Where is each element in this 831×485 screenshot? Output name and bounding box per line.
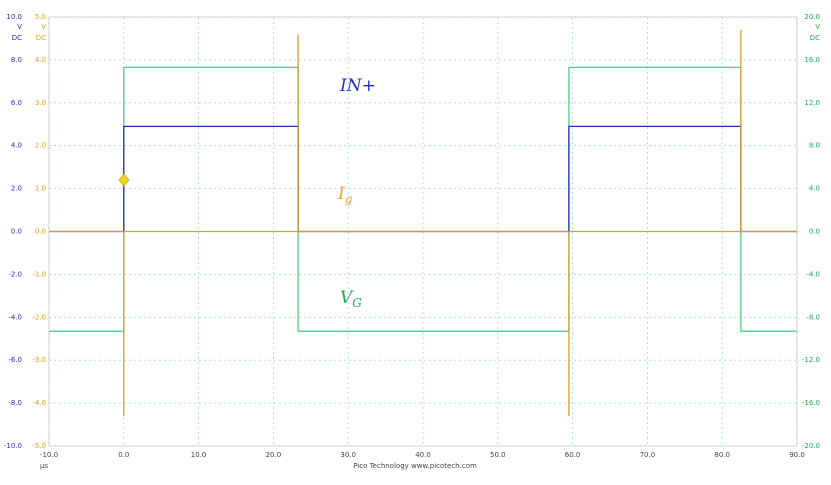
axis-unit: DC	[810, 34, 820, 42]
axis-unit: V	[41, 23, 46, 31]
annotation-sub: G	[352, 296, 362, 310]
y-tick-label: 10.0	[6, 13, 22, 21]
series-line	[49, 29, 797, 416]
annotation-text: I	[337, 184, 345, 204]
y3-tick-label: -4.0	[32, 399, 46, 407]
x-tick-label: 90.0	[789, 451, 805, 459]
y-tick-label: 2.0	[11, 185, 22, 193]
y2-tick-label: 16.0	[804, 56, 820, 64]
annotation: Ig	[337, 184, 353, 206]
x-tick-label: 30.0	[340, 451, 356, 459]
y2-tick-label: -20.0	[802, 442, 820, 450]
x-tick-label: 20.0	[266, 451, 282, 459]
y2-tick-label: -12.0	[802, 356, 820, 364]
x-tick-label: 80.0	[714, 451, 730, 459]
y3-tick-label: 4.0	[35, 56, 46, 64]
x-tick-label: 70.0	[640, 451, 656, 459]
series-line	[49, 66, 797, 332]
x-unit: µs	[40, 462, 48, 470]
axis-unit: V	[17, 23, 22, 31]
y2-tick-label: 0.0	[809, 228, 820, 236]
y3-tick-label: 0.0	[35, 228, 46, 236]
y-tick-label: 6.0	[11, 99, 22, 107]
y-tick-label: -10.0	[4, 442, 22, 450]
y2-tick-label: -8.0	[806, 313, 820, 321]
axis-unit: DC	[12, 34, 22, 42]
annotation: VG	[340, 288, 362, 310]
y3-tick-label: -2.0	[32, 313, 46, 321]
x-tick-label: 0.0	[118, 451, 129, 459]
y3-tick-label: 3.0	[35, 99, 46, 107]
x-tick-label: 40.0	[415, 451, 431, 459]
annotation-text: V	[340, 288, 354, 308]
x-tick-label: 50.0	[490, 451, 506, 459]
y-tick-label: -2.0	[8, 270, 22, 278]
annotation: IN+	[339, 76, 376, 96]
y3-tick-label: 2.0	[35, 142, 46, 150]
y2-tick-label: 12.0	[804, 99, 820, 107]
x-tick-label: 60.0	[565, 451, 581, 459]
y-tick-label: -8.0	[8, 399, 22, 407]
trigger-marker	[118, 173, 130, 187]
y-tick-label: 0.0	[11, 228, 22, 236]
y3-tick-label: -5.0	[32, 442, 46, 450]
y2-tick-label: 4.0	[809, 185, 820, 193]
x-tick-label: -10.0	[40, 451, 58, 459]
y3-tick-label: 5.0	[35, 13, 46, 21]
y-tick-label: -6.0	[8, 356, 22, 364]
footer: Pico Technology www.picotech.com	[353, 462, 477, 470]
y-tick-label: 8.0	[11, 56, 22, 64]
axis-unit: V	[815, 23, 820, 31]
y2-tick-label: -4.0	[806, 270, 820, 278]
x-tick-label: 10.0	[191, 451, 207, 459]
annotation-text: IN+	[339, 76, 376, 96]
y2-tick-label: 8.0	[809, 142, 820, 150]
y3-tick-label: 1.0	[35, 185, 46, 193]
y2-tick-label: 20.0	[804, 13, 820, 21]
annotation-sub: g	[345, 192, 353, 206]
y-tick-label: 4.0	[11, 142, 22, 150]
y3-tick-label: -1.0	[32, 270, 46, 278]
axis-unit: DC	[36, 34, 46, 42]
y2-tick-label: -16.0	[802, 399, 820, 407]
y3-tick-label: -3.0	[32, 356, 46, 364]
y-tick-label: -4.0	[8, 313, 22, 321]
